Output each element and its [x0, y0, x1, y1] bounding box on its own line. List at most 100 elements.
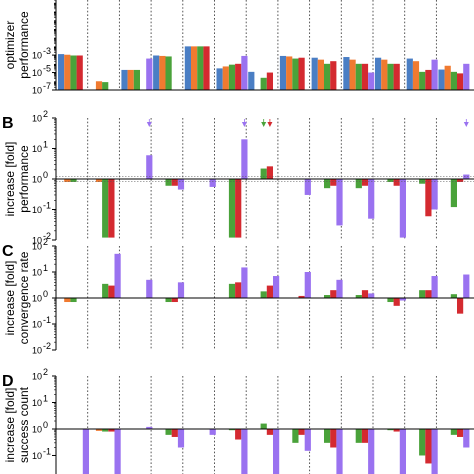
bar-group5-series5 [209, 179, 216, 187]
significance-marker [267, 122, 273, 127]
y-tick-exponent: 2 [43, 237, 48, 247]
bar-group4-series4 [171, 298, 178, 303]
bar-group6-series3 [228, 283, 236, 298]
bar-group9-series3 [324, 179, 331, 189]
bar-group11-series3 [387, 298, 394, 303]
significance-marker [146, 122, 152, 127]
bar-group13-series2 [444, 65, 451, 90]
bar-group4-series4 [171, 179, 178, 186]
bar-group11-series3 [387, 63, 394, 90]
y-tick-label: 10 [32, 68, 42, 78]
bar-group3-series2 [127, 69, 134, 90]
bar-group10-series3 [355, 428, 362, 443]
bar-group2-series4 [108, 285, 115, 298]
bar-group11-series3 [387, 179, 394, 182]
bar-group7-series3 [260, 77, 267, 90]
bar-group12-series5 [431, 59, 438, 90]
bar-group10-series4 [361, 63, 369, 90]
bar-group13-series5 [463, 174, 470, 179]
bar-group6-series5 [241, 267, 248, 298]
bar-group10-series2 [349, 59, 356, 90]
significance-marker [241, 122, 247, 127]
bar-group8-series5 [304, 272, 311, 298]
bar-group9-series3 [324, 295, 331, 298]
bar-group10-series3 [355, 63, 362, 90]
bar-group12-series3 [419, 428, 426, 456]
y-tick-label: 10 [32, 144, 42, 154]
bar-group8-series4 [298, 295, 305, 298]
bar-group6-series1 [216, 68, 223, 90]
y-axis-label: optimizer [3, 21, 17, 70]
bar-group13-series3 [450, 179, 457, 208]
bar-group1-series3 [70, 55, 77, 90]
bar-group12-series5 [431, 428, 438, 474]
y-tick-exponent: 1 [43, 263, 48, 273]
bar-group1-series1 [58, 54, 65, 90]
bar-group2-series4 [108, 179, 115, 238]
bar-group6-series5 [241, 428, 248, 474]
bar-group9-series3 [324, 428, 331, 443]
y-tick-exponent: 0 [43, 289, 48, 299]
y-tick-exponent: -1 [43, 446, 51, 456]
bar-group7-series4 [266, 285, 273, 298]
bar-group6-series4 [235, 282, 242, 298]
significance-marker [261, 122, 267, 127]
bar-group12-series4 [425, 69, 432, 90]
bar-group6-series3 [228, 428, 236, 431]
y-tick-label: 10 [32, 398, 42, 408]
bar-group2-series3 [102, 428, 109, 432]
bar-group1-series5 [82, 428, 89, 474]
bar-group4-series2 [159, 55, 166, 90]
y-tick-label: 10 [32, 346, 42, 356]
y-axis-label: performance [17, 11, 31, 79]
y-tick-label: 10 [32, 114, 42, 124]
bar-group7-series4 [266, 428, 273, 435]
y-tick-exponent: -7 [43, 81, 51, 91]
bar-group4-series3 [165, 298, 172, 303]
bar-group10-series5 [368, 428, 375, 474]
bar-group7-series5 [273, 276, 280, 298]
bar-group9-series5 [336, 179, 343, 226]
bar-group6-series5 [241, 55, 248, 90]
bar-group10-series5 [368, 293, 375, 298]
bar-group11-series5 [399, 428, 406, 474]
bar-group12-series5 [431, 179, 438, 210]
bar-group2-series3 [102, 82, 109, 90]
panel-letter: B [2, 115, 14, 132]
bar-group11-series1 [375, 57, 382, 90]
bar-group6-series5 [241, 139, 248, 179]
bar-group9-series4 [330, 61, 337, 90]
bar-group8-series4 [298, 428, 305, 435]
bar-group12-series4 [425, 428, 432, 464]
bar-group13-series5 [463, 274, 470, 298]
panel-letter: C [2, 243, 14, 260]
y-axis-label: convergence rate [17, 251, 31, 344]
bar-group8-series2 [286, 56, 293, 90]
bar-group13-series5 [463, 63, 470, 90]
bar-group10-series3 [355, 179, 362, 189]
y-tick-label: 10 [32, 51, 42, 61]
bar-group1-series2 [64, 54, 71, 90]
y-tick-label: 10 [32, 242, 42, 252]
bar-group6-series4 [235, 63, 242, 90]
bar-group2-series5 [114, 253, 121, 298]
bar-group8-series5 [304, 428, 311, 451]
bar-group9-series4 [330, 428, 337, 448]
y-tick-label: 10 [32, 175, 42, 185]
bar-group1-series3 [70, 179, 77, 182]
y-axis-label: success count [17, 386, 31, 463]
bar-group10-series5 [368, 179, 375, 219]
bar-group7-series4 [266, 72, 273, 90]
bar-group12-series3 [419, 71, 426, 90]
bar-group3-series5 [146, 426, 153, 429]
bar-group12-series2 [412, 61, 420, 90]
bar-group12-series4 [425, 179, 432, 217]
bar-group11-series5 [399, 298, 406, 301]
y-tick-exponent: 1 [43, 140, 48, 150]
y-tick-label: 10 [32, 372, 42, 382]
bar-group1-series4 [76, 55, 83, 90]
bar-group1-series2 [64, 298, 71, 303]
bar-group8-series1 [279, 55, 287, 90]
